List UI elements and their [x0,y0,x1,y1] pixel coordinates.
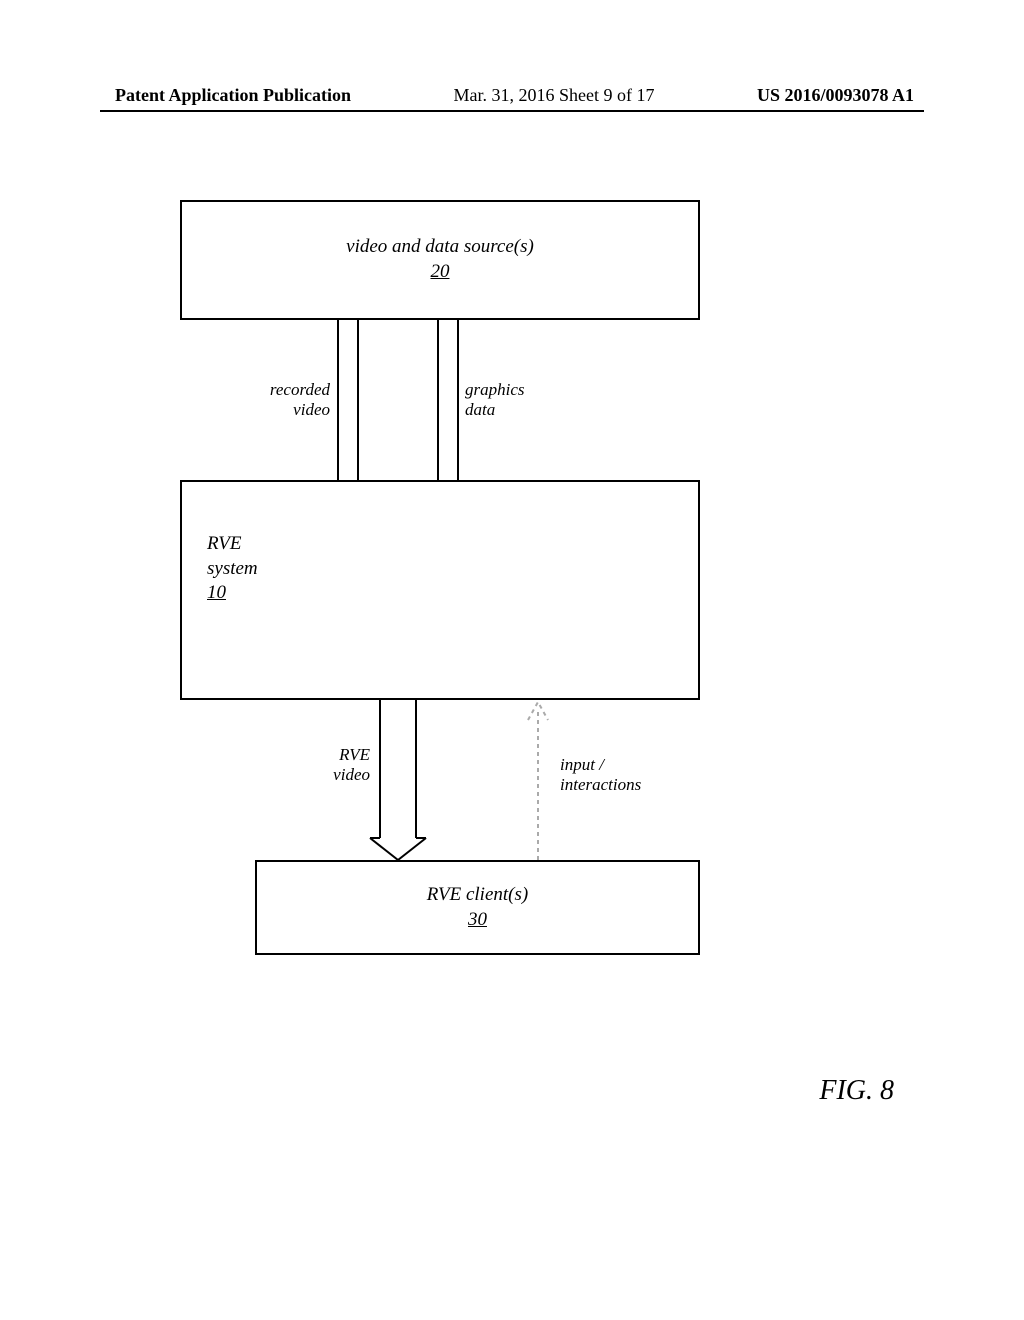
diagram: video and data source(s) 20 RVE system 1… [180,200,720,920]
label-rve-video: RVE video [315,745,370,786]
box-rve-clients: RVE client(s) 30 [255,860,700,955]
label-input-l2: interactions [560,775,641,794]
box-top-title: video and data source(s) [346,236,534,257]
box-middle-label: RVE system 10 [207,532,698,606]
box-middle-title-1: RVE [207,533,241,554]
label-rve-l2: video [333,765,370,784]
header-date-sheet: Mar. 31, 2016 Sheet 9 of 17 [454,85,655,106]
box-middle-ref: 10 [207,582,226,603]
header-rule [100,110,924,112]
label-rve-l1: RVE [339,745,370,764]
label-recorded-video: recorded video [250,380,330,421]
label-graphics-l2: data [465,400,495,419]
header-publication: Patent Application Publication [115,85,351,106]
label-input-l1: input / [560,755,604,774]
header-pub-number: US 2016/0093078 A1 [757,85,914,106]
box-middle-title-2: system [207,558,258,579]
box-bottom-ref: 30 [468,909,487,930]
page-header: Patent Application Publication Mar. 31, … [0,85,1024,106]
box-bottom-title: RVE client(s) [427,884,528,905]
label-graphics-data: graphics data [465,380,525,421]
box-top-label: video and data source(s) 20 [346,235,534,284]
box-rve-system: RVE system 10 [180,480,700,700]
label-graphics-l1: graphics [465,380,525,399]
label-recorded-l1: recorded [270,380,330,399]
label-recorded-l2: video [293,400,330,419]
box-bottom-label: RVE client(s) 30 [427,883,528,932]
box-top-ref: 20 [430,261,449,282]
box-video-data-sources: video and data source(s) 20 [180,200,700,320]
label-input-interactions: input / interactions [560,755,641,796]
figure-caption: FIG. 8 [819,1075,894,1107]
